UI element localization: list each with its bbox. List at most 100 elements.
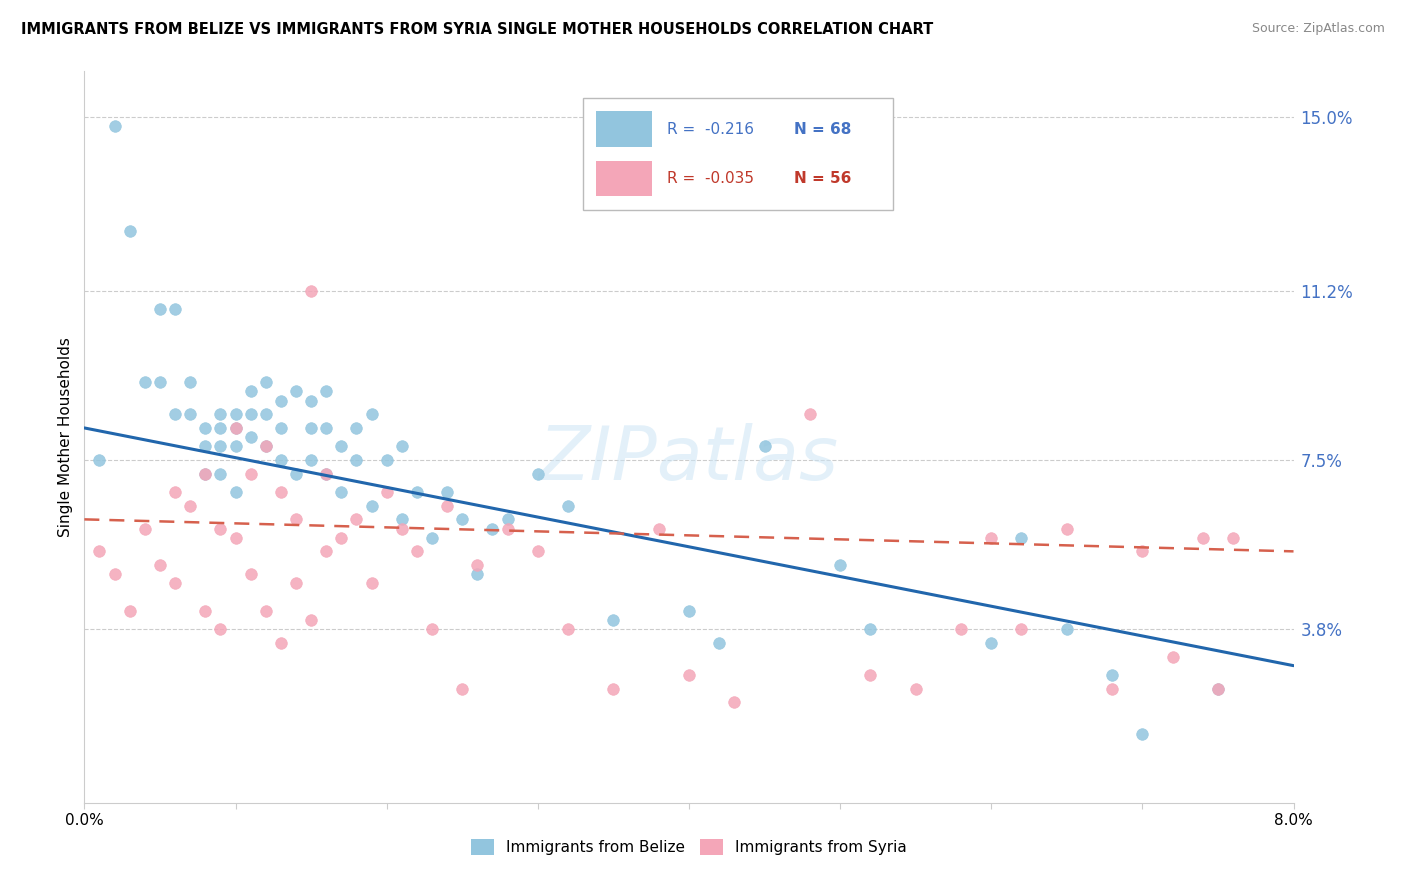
Point bbox=[799, 407, 821, 421]
Point bbox=[299, 421, 322, 435]
Point bbox=[1011, 531, 1033, 545]
FancyBboxPatch shape bbox=[596, 161, 651, 196]
Point bbox=[299, 453, 322, 467]
Point bbox=[194, 439, 217, 453]
Point bbox=[299, 613, 322, 627]
Point bbox=[451, 681, 474, 696]
Point bbox=[481, 521, 503, 535]
Point bbox=[149, 376, 172, 390]
Point bbox=[709, 636, 731, 650]
Y-axis label: Single Mother Households: Single Mother Households bbox=[58, 337, 73, 537]
Text: N = 68: N = 68 bbox=[794, 122, 851, 136]
Point bbox=[830, 558, 852, 573]
Point bbox=[391, 521, 413, 535]
Point bbox=[754, 439, 776, 453]
Point bbox=[149, 302, 172, 317]
Point bbox=[270, 393, 292, 408]
Point bbox=[209, 467, 232, 481]
Point bbox=[179, 376, 201, 390]
Text: R =  -0.035: R = -0.035 bbox=[666, 171, 754, 186]
Point bbox=[904, 681, 927, 696]
Text: Source: ZipAtlas.com: Source: ZipAtlas.com bbox=[1251, 22, 1385, 36]
Point bbox=[104, 120, 127, 134]
Point bbox=[557, 622, 579, 636]
Point bbox=[859, 667, 882, 681]
Point bbox=[1222, 531, 1244, 545]
Point bbox=[270, 485, 292, 500]
Point bbox=[149, 558, 172, 573]
Point bbox=[1206, 681, 1229, 696]
Point bbox=[557, 499, 579, 513]
Point bbox=[1011, 622, 1033, 636]
Point bbox=[179, 499, 201, 513]
Point bbox=[209, 421, 232, 435]
Point bbox=[209, 439, 232, 453]
Point bbox=[254, 439, 277, 453]
Point bbox=[285, 467, 308, 481]
Point bbox=[239, 384, 262, 399]
Point bbox=[980, 636, 1002, 650]
Point bbox=[118, 224, 141, 238]
Point bbox=[1206, 681, 1229, 696]
Point bbox=[315, 421, 337, 435]
Point bbox=[285, 576, 308, 591]
Point bbox=[315, 384, 337, 399]
Point bbox=[1101, 681, 1123, 696]
Point bbox=[134, 521, 156, 535]
Point bbox=[648, 521, 671, 535]
Point bbox=[420, 622, 443, 636]
Point bbox=[254, 604, 277, 618]
Point bbox=[165, 485, 187, 500]
Point bbox=[436, 499, 458, 513]
Point bbox=[299, 393, 322, 408]
Point bbox=[1056, 622, 1078, 636]
Point bbox=[330, 485, 353, 500]
Point bbox=[406, 544, 429, 558]
Point bbox=[299, 284, 322, 298]
Point bbox=[270, 636, 292, 650]
Point bbox=[527, 544, 550, 558]
Point bbox=[678, 667, 700, 681]
Point bbox=[315, 467, 337, 481]
Point bbox=[225, 485, 247, 500]
Point bbox=[950, 622, 973, 636]
Point bbox=[1132, 727, 1154, 741]
Point bbox=[165, 302, 187, 317]
Text: ZIPatlas: ZIPatlas bbox=[538, 423, 839, 495]
Point bbox=[420, 531, 443, 545]
Point bbox=[315, 467, 337, 481]
Point bbox=[346, 512, 368, 526]
Point bbox=[194, 467, 217, 481]
Point bbox=[346, 421, 368, 435]
Point bbox=[254, 439, 277, 453]
Point bbox=[360, 499, 382, 513]
Point bbox=[209, 407, 232, 421]
Point bbox=[1192, 531, 1215, 545]
Point bbox=[254, 376, 277, 390]
Point bbox=[496, 521, 519, 535]
Point bbox=[1056, 521, 1078, 535]
Point bbox=[467, 567, 489, 582]
Point bbox=[194, 421, 217, 435]
Legend: Immigrants from Belize, Immigrants from Syria: Immigrants from Belize, Immigrants from … bbox=[464, 833, 914, 861]
Point bbox=[225, 407, 247, 421]
Point bbox=[496, 512, 519, 526]
Point bbox=[165, 407, 187, 421]
Point bbox=[254, 407, 277, 421]
Point bbox=[467, 558, 489, 573]
Text: R =  -0.216: R = -0.216 bbox=[666, 122, 754, 136]
Point bbox=[285, 512, 308, 526]
Text: IMMIGRANTS FROM BELIZE VS IMMIGRANTS FROM SYRIA SINGLE MOTHER HOUSEHOLDS CORRELA: IMMIGRANTS FROM BELIZE VS IMMIGRANTS FRO… bbox=[21, 22, 934, 37]
Point bbox=[239, 467, 262, 481]
Point bbox=[330, 439, 353, 453]
Point bbox=[89, 453, 111, 467]
Point bbox=[239, 407, 262, 421]
Point bbox=[118, 604, 141, 618]
Point bbox=[391, 439, 413, 453]
Point bbox=[104, 567, 127, 582]
Point bbox=[225, 439, 247, 453]
Point bbox=[375, 485, 398, 500]
Point bbox=[346, 453, 368, 467]
Point bbox=[225, 421, 247, 435]
Point bbox=[406, 485, 429, 500]
